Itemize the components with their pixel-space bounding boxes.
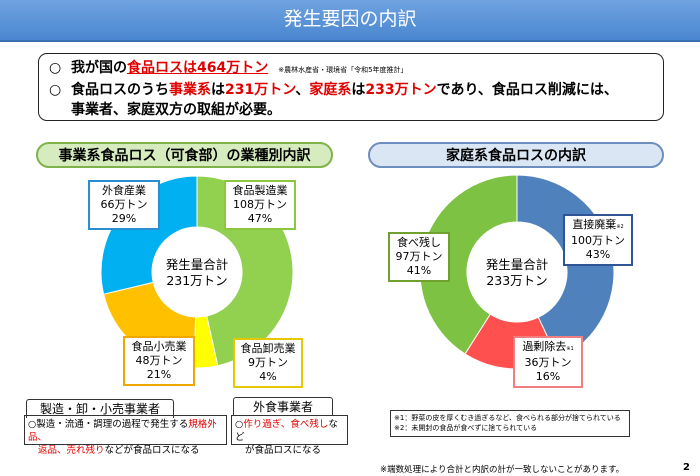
highlight: 規格外品、 [28,419,217,443]
text: など [235,419,338,443]
highlight: 231万トン [225,82,296,98]
page-title: 発生要因の内訳 [0,0,700,42]
center-title: 発生量合計 [485,257,549,272]
text: ○ [235,419,244,430]
highlight: 233万トン [365,82,437,98]
household-heading: 家庭系食品ロスの内訳 [368,142,664,168]
text: が食品ロスになる [245,445,322,456]
summary-line-1: ○ 我が国の食品ロスは464万トン ※農林水産省・環境省「令和5年度推計」 [49,58,653,80]
label-leftovers: 食べ残し 97万トン 41% [388,232,450,282]
text: 食品ロスのうち [71,82,169,98]
label-name: 食品製造業 [232,184,288,197]
right-center-label: 発生量合計 233万トン [467,257,567,289]
label-amount: 108万トン [233,198,287,211]
bullet: ○ [49,82,62,98]
label-name: 外食産業 [102,184,146,197]
label-name: 食べ残し [397,236,441,249]
highlight: 作り過ぎ、食べ残し [243,419,329,430]
summary-line-2: ○ 食品ロスのうち事業系は231万トン、家庭系は233万トンであり、食品ロス削減に… [49,80,653,100]
text: 我が国の [71,60,127,76]
note-mark: ※1 [566,346,574,352]
footnotes-box: ※1：野菜の皮を厚くむき過ぎるなど、食べられる部分が捨てられている ※2：未開封の… [390,410,630,437]
highlight: 家庭系 [309,82,352,98]
summary-line-3: 事業者、家庭双方の取組が必要。 [71,102,281,118]
label-name: 食品卸売業 [240,342,296,355]
page-number: 2 [683,462,690,473]
summary-box: ○ 我が国の食品ロスは464万トン ※農林水産省・環境省「令和5年度推計」 ○ 食品ロ… [38,53,664,121]
left-center-label: 発生量合計 231万トン [147,257,247,289]
label-foodservice: 外食産業 66万トン 29% [88,180,160,230]
text: であり、食品ロス削減には、 [436,82,618,98]
label-amount: 97万トン [395,250,443,263]
highlight: 事業系 [169,82,211,98]
business-heading: 事業系食品ロス（可食部）の業種別内訳 [36,142,333,168]
center-title: 発生量合計 [165,257,229,272]
text: ○製造・流通・調理の過程で発生する [28,419,189,430]
label-manufacturing: 食品製造業 108万トン 47% [224,180,296,230]
label-wholesale: 食品卸売業 9万トン 4% [233,338,303,388]
highlight: 食品ロスは464万トン [127,60,269,76]
label-pct: 16% [535,370,561,383]
label-retail: 食品小売業 48万トン 21% [123,336,195,386]
label-name: 食品小売業 [131,340,187,353]
bullet: ○ [49,60,62,76]
text: などが食品ロスになる [104,445,200,456]
source-note: ※農林水産省・環境省「令和5年度推計」 [278,66,408,74]
label-pct: 43% [585,248,611,261]
text: は [211,82,225,98]
note-mark: ※2 [616,224,624,230]
label-name: 過剰除去 [522,340,567,353]
box-manufacturers: ○製造・流通・調理の過程で発生する規格外品、返品、売れ残りなどが食品ロスになる [24,415,227,456]
footnote: ※2：未開封の食品が食べずに捨てられている [394,424,538,432]
label-amount: 48万トン [135,354,183,367]
label-pct: 29% [111,212,137,225]
rounding-note: ※端数処理により合計と内訳の計が一致しないことがあります。 [380,465,625,475]
label-direct-disposal: 直接廃棄※2 100万トン 43% [563,214,633,266]
business-slice-3 [100,175,198,295]
text: 、 [295,82,310,98]
label-pct: 41% [406,264,432,277]
label-amount: 9万トン [248,356,288,369]
text: は [351,82,366,98]
center-total: 231万トン [166,273,228,288]
highlight: 返品、売れ残り [38,445,105,456]
label-pct: 4% [259,370,277,383]
label-amount: 100万トン [571,234,625,247]
label-pct: 21% [146,368,172,381]
label-amount: 66万トン [100,198,148,211]
center-total: 233万トン [486,273,548,288]
box-food-service: ○作り過ぎ、食べ残しなどが食品ロスになる [231,415,348,456]
household-slice-2 [419,174,518,355]
tab-manufacturers: 製造・卸・小売事業者 [26,399,174,418]
label-excess-removal: 過剰除去※1 36万トン 16% [513,336,583,388]
footnote: ※1：野菜の皮を厚くむき過ぎるなど、食べられる部分が捨てられている [394,414,621,422]
label-name: 直接廃棄 [572,218,617,231]
label-pct: 47% [247,212,273,225]
tab-food-service: 外食事業者 [233,397,333,416]
label-amount: 36万トン [524,356,572,369]
